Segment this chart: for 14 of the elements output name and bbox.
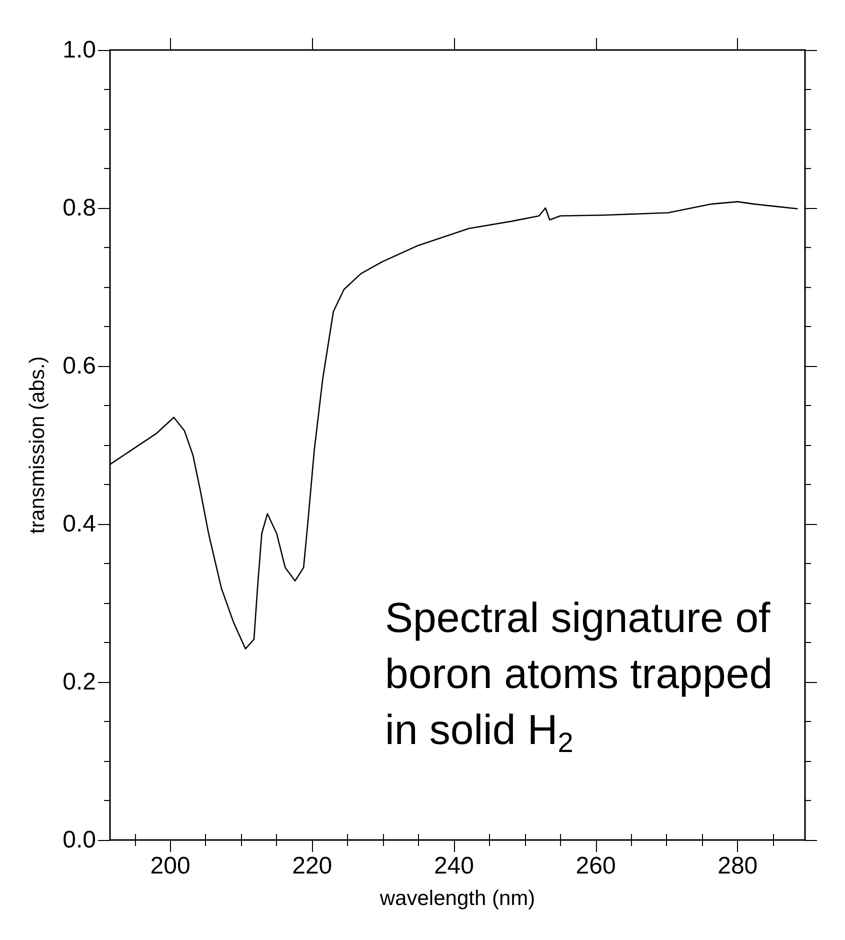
y-tick-label: 0.2 bbox=[62, 668, 96, 696]
x-tick-label: 260 bbox=[576, 852, 616, 880]
x-tick-label: 220 bbox=[292, 852, 332, 880]
y-tick-label: 0.6 bbox=[62, 352, 96, 380]
y-tick-label: 1.0 bbox=[62, 36, 96, 64]
x-axis-title: wavelength (nm) bbox=[378, 887, 536, 910]
y-tick-label: 0.0 bbox=[62, 826, 96, 854]
y-tick-label: 0.4 bbox=[62, 510, 96, 538]
y-tick-label: 0.8 bbox=[62, 194, 96, 222]
x-tick-label: 280 bbox=[718, 852, 758, 880]
x-tick-label: 240 bbox=[434, 852, 474, 880]
annotation: Spectral signature of boron atoms trapped in solid H$_{2}$ bbox=[385, 593, 774, 758]
y-axis-title: transmission (abs.) bbox=[26, 356, 49, 534]
x-tick-label: 200 bbox=[150, 852, 190, 880]
